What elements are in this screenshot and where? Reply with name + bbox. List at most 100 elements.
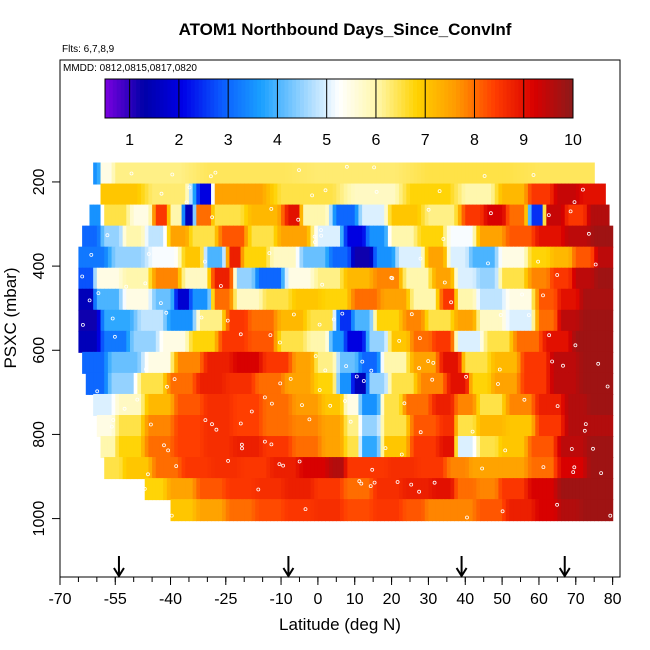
heatmap-cell <box>524 267 529 290</box>
heatmap-cell <box>211 246 216 269</box>
heatmap-cell <box>332 372 337 395</box>
heatmap-cell <box>557 478 562 501</box>
heatmap-cell <box>351 393 356 416</box>
heatmap-cell <box>380 204 385 227</box>
heatmap-cell <box>343 372 348 395</box>
heatmap-cell <box>446 225 452 248</box>
heatmap-cell <box>141 204 146 227</box>
heatmap-cell <box>351 457 356 480</box>
heatmap-cell <box>605 372 610 395</box>
heatmap-cell <box>181 372 186 395</box>
heatmap-cell <box>336 309 341 332</box>
colorbar-cell <box>190 79 196 118</box>
heatmap-cell <box>93 309 98 332</box>
heatmap-cell <box>141 246 146 269</box>
heatmap-cell <box>516 351 522 374</box>
heatmap-cell <box>387 330 393 353</box>
heatmap-cell <box>468 499 474 522</box>
heatmap-cell <box>476 204 481 227</box>
heatmap-cell <box>144 372 150 395</box>
heatmap-cell <box>424 372 430 395</box>
heatmap-cell <box>244 267 249 290</box>
heatmap-cell <box>531 204 536 227</box>
heatmap-cell <box>516 372 522 395</box>
heatmap-cell <box>531 499 536 522</box>
heatmap-cell <box>288 351 293 374</box>
heatmap-cell <box>166 457 172 480</box>
observation-point <box>174 464 179 469</box>
heatmap-cell <box>255 288 260 311</box>
heatmap-cell <box>251 330 256 353</box>
heatmap-cell <box>170 162 175 185</box>
heatmap-cell <box>391 436 396 459</box>
heatmap-cell <box>439 393 444 416</box>
observation-point <box>368 484 373 489</box>
heatmap-cell <box>225 330 231 353</box>
observation-point <box>313 354 318 359</box>
heatmap-cell <box>443 478 448 501</box>
heatmap-cell <box>130 267 135 290</box>
heatmap-cell <box>487 393 492 416</box>
heatmap-cell <box>535 330 540 353</box>
heatmap-cell <box>568 309 573 332</box>
observation-point <box>184 200 189 205</box>
heatmap-cell <box>446 436 452 459</box>
heatmap-cell <box>564 457 570 480</box>
heatmap-cell <box>233 225 238 248</box>
heatmap-cell <box>159 330 164 353</box>
heatmap-cell <box>89 351 94 374</box>
heatmap-cell <box>118 457 124 480</box>
colorbar-cell <box>475 79 480 118</box>
heatmap-cell <box>380 415 385 437</box>
heatmap-cell <box>373 225 378 248</box>
heatmap-cell <box>509 246 514 269</box>
heatmap-cell <box>579 436 584 459</box>
heatmap-cell <box>579 309 584 332</box>
heatmap-cell <box>362 351 367 374</box>
heatmap-cell <box>192 351 197 374</box>
heatmap-cell <box>520 309 525 332</box>
heatmap-cell <box>137 393 142 416</box>
heatmap-cell <box>288 330 293 353</box>
heatmap-cell <box>328 351 334 374</box>
heatmap-cell <box>527 309 533 332</box>
heatmap-cell <box>608 372 614 395</box>
observation-point <box>550 359 554 364</box>
heatmap-cell <box>273 393 278 416</box>
heatmap-cell <box>583 351 588 374</box>
heatmap-cell <box>516 225 522 248</box>
heatmap-cell <box>494 457 500 480</box>
heatmap-cell <box>516 499 522 522</box>
heatmap-cell <box>325 457 330 480</box>
observation-point <box>397 338 402 343</box>
heatmap-cell <box>557 162 562 185</box>
heatmap-cell <box>424 246 430 269</box>
heatmap-cell <box>93 225 98 248</box>
heatmap-cell <box>233 372 238 395</box>
observation-point <box>569 447 574 451</box>
heatmap-cell <box>583 372 588 395</box>
heatmap-cell <box>527 330 533 353</box>
heatmap-cell <box>188 183 194 206</box>
heatmap-cell <box>196 204 201 227</box>
heatmap-cell <box>133 162 138 185</box>
heatmap-cell <box>317 204 323 227</box>
heatmap-cell <box>170 225 175 248</box>
colorbar-cell <box>300 79 305 118</box>
heatmap-cell <box>520 393 525 416</box>
heatmap-cell <box>262 393 267 416</box>
heatmap-cell <box>170 478 175 501</box>
heatmap-cell <box>524 330 529 353</box>
heatmap-cell <box>417 415 422 437</box>
heatmap-cell <box>288 372 293 395</box>
heatmap-cell <box>240 225 245 248</box>
heatmap-cell <box>354 415 360 437</box>
heatmap-cell <box>509 267 514 290</box>
heatmap-cell <box>465 267 470 290</box>
heatmap-cell <box>413 393 418 416</box>
observation-point <box>374 189 379 194</box>
heatmap-cell <box>303 478 308 501</box>
heatmap-cell <box>111 288 116 311</box>
heatmap-cell <box>166 162 172 185</box>
heatmap-cell <box>192 415 197 437</box>
